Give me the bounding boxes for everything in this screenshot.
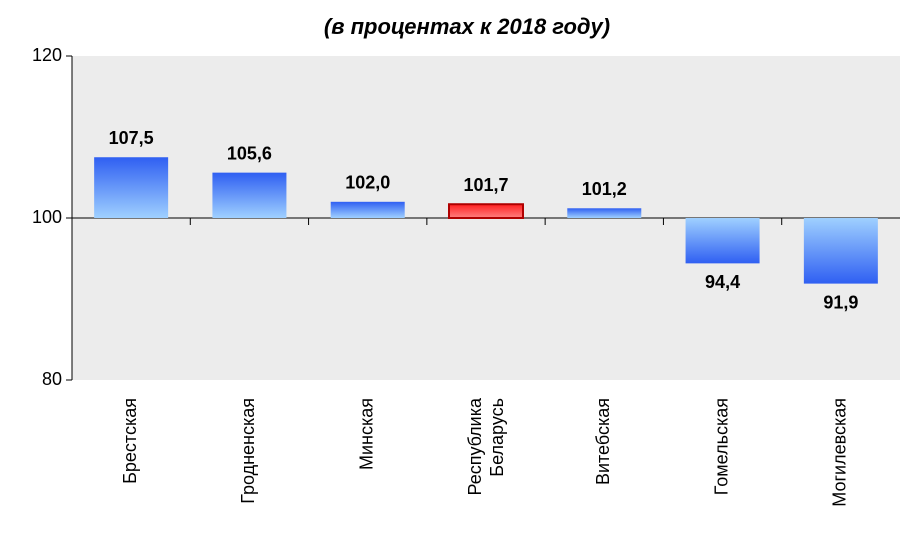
chart-title: (в процентах к 2018 году) [324, 14, 610, 39]
bar [685, 218, 760, 264]
bar [212, 172, 287, 218]
x-tick-label: Витебская [593, 398, 613, 485]
x-tick-label: Минская [356, 398, 376, 470]
x-tick-label: Брестская [120, 398, 140, 484]
bar [330, 201, 405, 218]
y-tick-label: 120 [32, 45, 62, 65]
x-tick-label: Могилевская [830, 398, 850, 507]
bar [567, 208, 642, 218]
value-label: 105,6 [227, 143, 272, 163]
value-label: 101,2 [582, 179, 627, 199]
y-tick-label: 100 [32, 207, 62, 227]
x-tick-label: Республика Беларусь [465, 397, 507, 496]
x-tick-label: Гомельская [711, 398, 731, 495]
x-tick-label: Гродненская [238, 398, 258, 504]
value-label: 102,0 [345, 173, 390, 193]
bar [803, 218, 878, 284]
value-label: 107,5 [109, 128, 154, 148]
bar [94, 157, 169, 218]
bar [448, 203, 524, 219]
value-label: 94,4 [705, 272, 740, 292]
value-label: 101,7 [463, 175, 508, 195]
value-label: 91,9 [823, 292, 858, 312]
y-tick-label: 80 [42, 369, 62, 389]
